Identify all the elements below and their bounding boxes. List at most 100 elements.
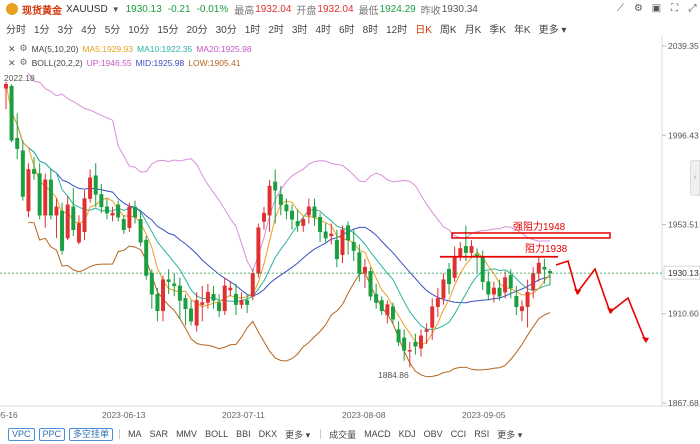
period-tab-8[interactable]: 30分: [215, 24, 237, 36]
price-change: -0.21: [167, 3, 191, 15]
candle-body: [177, 285, 182, 301]
main-indicator-0[interactable]: MA: [128, 429, 142, 439]
candle-body: [441, 279, 446, 299]
expand-icon[interactable]: ⤢: [688, 3, 697, 14]
candle-body: [334, 239, 339, 260]
candle-body: [116, 204, 121, 218]
period-tab-18[interactable]: 月K: [464, 24, 482, 36]
line-tool-icon[interactable]: ⟋: [617, 3, 624, 14]
ma10-value: MA10:1922.35: [136, 44, 193, 54]
sub-indicator-3[interactable]: OBV: [423, 429, 443, 439]
candle-body: [26, 169, 31, 212]
period-tab-15[interactable]: 12时: [386, 24, 408, 36]
candle-body: [4, 83, 8, 89]
period-tab-13[interactable]: 6时: [339, 24, 355, 36]
candle-body: [239, 300, 244, 305]
open-label: 开盘: [296, 5, 317, 17]
settings-icon[interactable]: ⚙: [634, 3, 643, 14]
tag-2[interactable]: 多空挂单: [69, 427, 114, 441]
low-value: 1924.29: [379, 3, 416, 15]
sub-indicator-5[interactable]: RSI: [474, 429, 490, 439]
candle-body: [183, 298, 188, 310]
period-tab-7[interactable]: 20分: [186, 24, 208, 36]
period-tab-19[interactable]: 季K: [489, 24, 506, 36]
strong-resistance-label: 强阻力1948: [513, 220, 566, 233]
period-tab-5[interactable]: 10分: [128, 24, 150, 36]
main-indicator-4[interactable]: BBI: [236, 429, 251, 439]
arrow-head: [607, 308, 614, 314]
candle-body: [458, 248, 463, 258]
sub-indicator-2[interactable]: KDJ: [398, 429, 416, 439]
last-price: 1930.13: [125, 3, 162, 15]
sub-indicator-1[interactable]: MACD: [364, 429, 391, 439]
candle-body: [267, 185, 272, 216]
candle-body: [497, 287, 502, 297]
fullscreen-icon[interactable]: ⛶: [671, 3, 678, 14]
candle-body: [222, 285, 227, 312]
forecast-arrow-path: [555, 259, 646, 341]
main-indicator-1[interactable]: SAR: [149, 429, 169, 439]
candle-body: [323, 231, 328, 239]
close-icon[interactable]: ✕: [8, 57, 16, 68]
candle-body: [514, 296, 519, 307]
candle-body: [452, 256, 457, 278]
period-tab-4[interactable]: 5分: [104, 24, 121, 36]
candle-body: [463, 246, 468, 253]
sub-indicator-6[interactable]: 更多 ▾: [497, 429, 523, 440]
period-tab-3[interactable]: 4分: [81, 24, 97, 36]
instrument-name[interactable]: 现货黄金: [22, 5, 62, 17]
boll-name: BOLL(20,2,2): [31, 58, 83, 68]
period-tab-2[interactable]: 3分: [57, 24, 74, 36]
main-indicator-2[interactable]: MMV: [176, 429, 198, 439]
period-tab-20[interactable]: 年K: [513, 24, 531, 36]
candle-body: [88, 177, 93, 199]
candle-body: [233, 293, 238, 305]
candlestick-chart[interactable]: 2039.35 1996.43 1953.51 1910.60 1867.68 1930.…: [0, 36, 700, 424]
candle-body: [542, 266, 547, 270]
boll-low-value: LOW:1905.41: [188, 58, 241, 68]
period-tab-17[interactable]: 周K: [439, 24, 457, 36]
main-indicator-6[interactable]: 更多 ▾: [285, 429, 311, 440]
period-tab-21[interactable]: 更多 ▾: [538, 24, 567, 36]
instrument-symbol[interactable]: XAUUSD: [66, 3, 108, 15]
tag-1[interactable]: PPC: [38, 427, 66, 441]
period-tab-1[interactable]: 1分: [34, 24, 50, 36]
period-tab-12[interactable]: 4时: [315, 24, 331, 36]
sub-indicator-0[interactable]: 成交量: [329, 429, 357, 440]
low-point-label: 1884.86: [378, 370, 409, 380]
close-icon[interactable]: ✕: [8, 43, 16, 54]
main-indicator-3[interactable]: BOLL: [205, 429, 229, 439]
x-axis-label: 05-16: [0, 410, 18, 420]
candle-body: [290, 210, 295, 220]
candle-body: [469, 246, 474, 253]
period-tab-0[interactable]: 分时: [6, 24, 26, 36]
tag-0[interactable]: VPC: [8, 427, 35, 441]
main-indicator-5[interactable]: DKX: [258, 429, 278, 439]
candle-body: [110, 212, 115, 216]
gear-icon[interactable]: ⚙: [19, 44, 28, 54]
candle-body: [9, 85, 14, 141]
high-point-label: 2022.18: [4, 73, 35, 83]
high-value: 1932.04: [255, 3, 292, 15]
candle-body: [374, 293, 379, 303]
boll-indicator-row: ✕ ⚙ BOLL(20,2,2) UP:1946.55 MID:1925.98 …: [0, 57, 245, 69]
period-tab-14[interactable]: 8时: [362, 24, 379, 36]
period-tab-11[interactable]: 3时: [291, 24, 308, 36]
period-tab-16[interactable]: 日K: [415, 24, 432, 36]
period-tab-9[interactable]: 1时: [244, 24, 261, 36]
period-tab-10[interactable]: 2时: [268, 24, 284, 36]
panel-collapse-handle[interactable]: ‹: [690, 160, 700, 196]
chevron-down-icon[interactable]: ▼: [111, 4, 120, 14]
gear-icon[interactable]: ⚙: [19, 58, 28, 68]
candle-body: [525, 291, 530, 307]
candle-body: [430, 306, 435, 328]
resistance-label: 阻力1938: [525, 242, 568, 255]
period-tab-6[interactable]: 15分: [157, 24, 179, 36]
candle-body: [413, 341, 418, 347]
sub-indicator-4[interactable]: CCI: [450, 429, 467, 439]
candle-body: [396, 329, 401, 343]
y-tick-label: 1910.60: [668, 309, 699, 319]
camera-icon[interactable]: ▣: [651, 3, 662, 14]
divider: [320, 429, 322, 439]
price-change-pct: -0.01%: [196, 3, 229, 15]
